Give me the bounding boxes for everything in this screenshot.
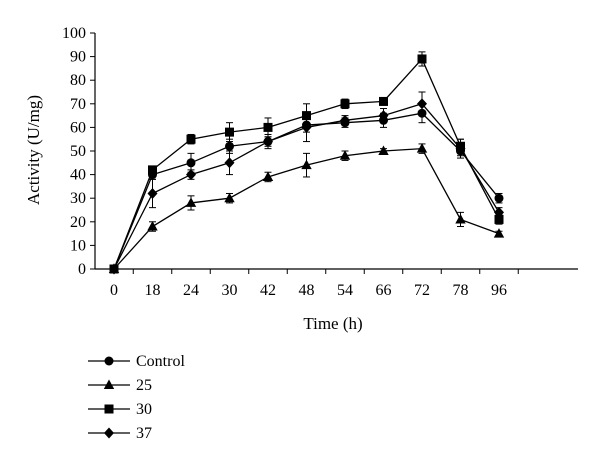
data-point [455,143,466,155]
data-point [340,99,350,109]
y-axis-title: Activity (U/mg) [24,95,43,205]
legend-item: 30 [88,401,152,418]
axes: 0 10 20 30 40 50 60 70 80 90 100 0 18 24 30 42 48 54 66 72 7… [62,25,578,299]
data-point [340,114,350,126]
x-tick-label: 42 [260,282,276,299]
data-point [416,143,428,153]
legend-item: 37 [88,425,152,442]
data-point [494,214,504,224]
y-tick-label: 10 [70,237,86,254]
y-tick-label: 60 [70,119,86,136]
x-tick-label: 30 [222,282,238,299]
data-point [494,193,504,203]
data-point [185,197,197,207]
data-point [417,54,427,64]
y-tick-label: 40 [70,167,86,184]
y-tick-label: 30 [70,190,86,207]
data-point [263,136,273,148]
legend-label: Control [136,353,185,370]
x-tick-label: 72 [414,282,430,299]
data-point [225,127,234,137]
legend-marker [104,427,114,439]
legend-marker [104,356,114,366]
data-point [224,192,235,203]
x-tick-label: 0 [110,282,118,299]
x-tick-label: 66 [376,282,392,299]
data-point [186,169,196,181]
y-tick-label: 0 [78,261,86,278]
data-point [378,110,389,122]
legend-item: Control [88,353,185,370]
series-25 [108,143,505,273]
y-tick-label: 80 [70,72,86,89]
legend-label: 37 [136,425,152,442]
y-tick-label: 90 [70,49,86,66]
data-point [301,121,312,133]
data-point [186,158,196,168]
legend: Control 25 30 37 [88,353,185,442]
data-point [147,187,158,199]
y-tick-label: 100 [62,25,86,42]
x-axis-title: Time (h) [303,314,362,333]
data-point [301,159,312,170]
data-point [186,134,196,144]
x-tick-label: 24 [183,282,199,299]
data-point [417,98,427,110]
data-point [224,157,235,169]
data-point [494,206,504,218]
data-point [225,141,234,151]
legend-label: 30 [136,401,152,418]
y-tick-label: 70 [70,96,86,113]
legend-marker [103,379,115,389]
data-point [148,165,157,175]
data-point [493,228,505,238]
data-point [455,213,466,224]
x-tick-label: 48 [299,282,315,299]
data-point [109,263,119,275]
data-point [339,150,351,160]
x-tick-label: 96 [491,282,507,299]
legend-marker [104,404,114,414]
data-point [263,122,273,132]
x-tick-label: 18 [145,282,161,299]
y-tick-label: 20 [70,214,86,231]
x-tick-label: 78 [453,282,469,299]
data-point [262,171,274,181]
data-point [379,96,388,106]
series-layer [108,51,505,275]
legend-label: 25 [136,377,152,394]
data-point [378,145,389,155]
y-tick-label: 50 [70,143,86,160]
data-point [147,221,158,231]
series-37 [109,91,504,275]
legend-item: 25 [88,377,152,394]
x-tick-label: 54 [337,282,353,299]
